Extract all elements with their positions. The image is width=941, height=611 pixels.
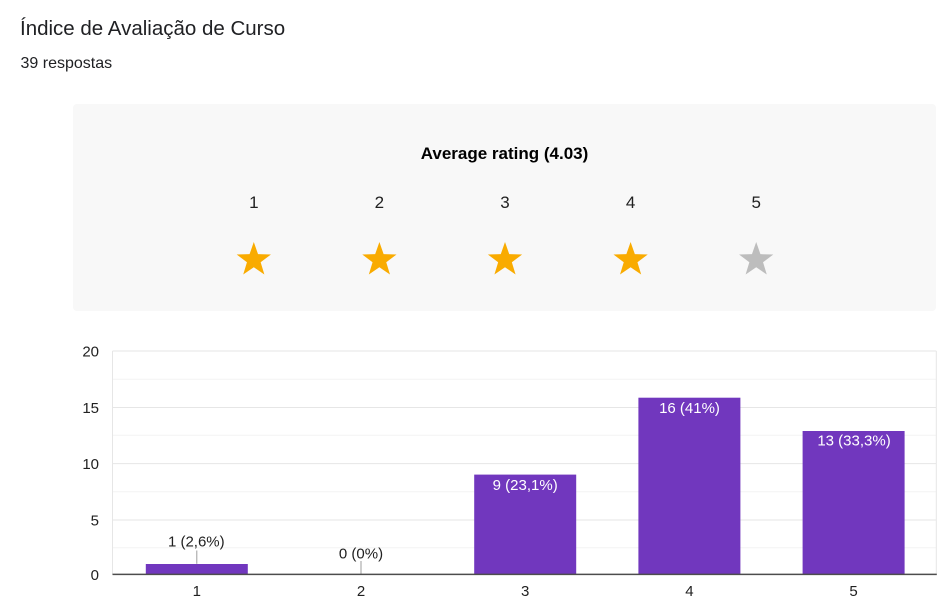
svg-text:0 (0%): 0 (0%) bbox=[339, 545, 383, 562]
svg-text:20: 20 bbox=[82, 343, 99, 360]
svg-text:10: 10 bbox=[82, 456, 99, 473]
svg-text:0: 0 bbox=[91, 567, 99, 584]
svg-text:15: 15 bbox=[82, 400, 99, 417]
svg-text:3: 3 bbox=[521, 583, 529, 600]
svg-text:5: 5 bbox=[849, 583, 857, 600]
svg-text:16 (41%): 16 (41%) bbox=[659, 400, 720, 417]
svg-text:9 (23,1%): 9 (23,1%) bbox=[493, 477, 558, 494]
svg-text:1 (2,6%): 1 (2,6%) bbox=[168, 534, 225, 551]
svg-text:13 (33,3%): 13 (33,3%) bbox=[817, 433, 890, 450]
svg-text:4: 4 bbox=[685, 583, 693, 600]
svg-text:2: 2 bbox=[357, 583, 365, 600]
svg-text:1: 1 bbox=[193, 583, 201, 600]
svg-text:5: 5 bbox=[91, 512, 99, 529]
